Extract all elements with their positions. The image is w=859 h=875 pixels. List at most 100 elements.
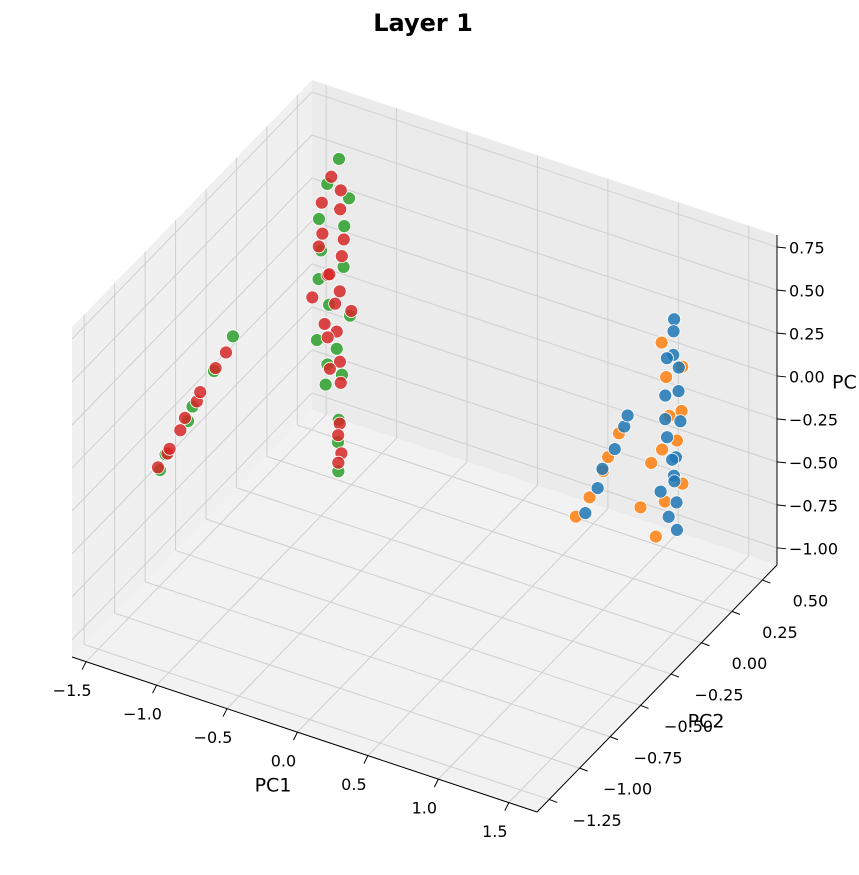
y-tick xyxy=(579,767,588,772)
grid-line xyxy=(156,437,397,686)
point xyxy=(332,416,347,431)
grid-line xyxy=(311,349,778,506)
point xyxy=(324,169,339,184)
point xyxy=(578,506,593,521)
grid-line xyxy=(311,263,778,420)
y-tick xyxy=(762,579,771,584)
point xyxy=(317,317,332,331)
x-tick xyxy=(152,684,157,694)
point xyxy=(328,296,343,311)
z-tick-label: −0.25 xyxy=(789,410,838,429)
z-tick-label: 0.25 xyxy=(789,324,825,343)
x-tick-label: 1.5 xyxy=(482,822,507,841)
point xyxy=(329,341,344,356)
floor-pane xyxy=(72,410,777,812)
point xyxy=(173,423,188,438)
grid-line xyxy=(226,461,468,710)
point xyxy=(644,456,659,470)
y-tick-label: −0.50 xyxy=(664,717,713,736)
point xyxy=(659,370,674,384)
z-tick xyxy=(776,461,787,464)
grid-line xyxy=(508,555,750,803)
x-tick xyxy=(433,778,439,788)
point xyxy=(334,249,349,264)
y-tick-label: −1.00 xyxy=(603,780,652,799)
y-tick-label: −0.75 xyxy=(634,748,683,767)
y-tick xyxy=(670,673,680,678)
point xyxy=(665,452,680,467)
point xyxy=(162,441,177,456)
point xyxy=(344,304,359,318)
grid-line xyxy=(84,643,550,800)
y-tick xyxy=(640,704,649,709)
point xyxy=(667,312,682,327)
x-tick-label: 0.5 xyxy=(341,775,366,794)
grid-line xyxy=(438,531,679,780)
point xyxy=(318,377,333,392)
point xyxy=(333,202,348,217)
x-tick-label: 1.0 xyxy=(412,799,437,818)
point xyxy=(332,284,347,299)
point xyxy=(178,411,192,425)
z-tick xyxy=(776,289,787,292)
point xyxy=(660,430,674,445)
z-axis-label: PC xyxy=(832,372,857,394)
z-tick-label: −0.75 xyxy=(789,496,838,515)
grid-line xyxy=(85,414,327,663)
z-tick xyxy=(776,418,787,421)
point xyxy=(332,152,346,166)
point xyxy=(671,384,686,399)
grid-line xyxy=(205,518,672,675)
x-tick xyxy=(81,661,87,670)
point xyxy=(331,455,346,470)
grid-line xyxy=(71,263,313,512)
grid-line xyxy=(71,91,313,340)
point xyxy=(331,428,346,443)
y-tick-label: 0.50 xyxy=(793,592,829,611)
x-tick xyxy=(293,731,298,741)
point xyxy=(655,442,669,457)
point xyxy=(322,267,337,282)
grid-line xyxy=(297,424,763,581)
left-pane xyxy=(72,80,312,657)
point xyxy=(666,324,681,339)
point xyxy=(226,329,240,344)
grid-line xyxy=(175,549,641,706)
point xyxy=(671,360,686,375)
point xyxy=(673,414,688,429)
x-axis-line xyxy=(71,656,538,813)
y-tick-label: 0.25 xyxy=(762,623,798,642)
point xyxy=(661,509,676,524)
point xyxy=(667,474,682,489)
point xyxy=(320,330,335,345)
grid-line xyxy=(71,177,313,426)
z-tick xyxy=(776,375,787,378)
x-tick-label: 0.0 xyxy=(271,752,296,771)
grid-line xyxy=(71,134,313,383)
point xyxy=(312,212,326,226)
z-tick xyxy=(776,332,787,335)
point xyxy=(658,412,673,427)
z-tick-label: 0.00 xyxy=(789,367,825,386)
grid-line xyxy=(311,91,778,248)
grid-line xyxy=(71,349,313,598)
y-tick xyxy=(701,642,710,647)
grid-line xyxy=(311,306,778,463)
z-tick xyxy=(776,504,787,507)
point xyxy=(208,361,223,375)
point xyxy=(315,226,330,241)
point xyxy=(333,354,347,369)
y-axis-line xyxy=(536,564,778,813)
grid-line xyxy=(114,612,580,769)
point xyxy=(219,345,233,360)
point xyxy=(669,495,684,510)
point xyxy=(659,351,674,366)
y-tick-label: −0.25 xyxy=(694,686,743,705)
x-tick-label: −0.5 xyxy=(194,728,233,747)
grid-line xyxy=(311,134,778,291)
point xyxy=(337,219,352,234)
z-tick xyxy=(776,547,787,550)
y-tick xyxy=(609,736,619,741)
grid-line xyxy=(266,455,733,612)
